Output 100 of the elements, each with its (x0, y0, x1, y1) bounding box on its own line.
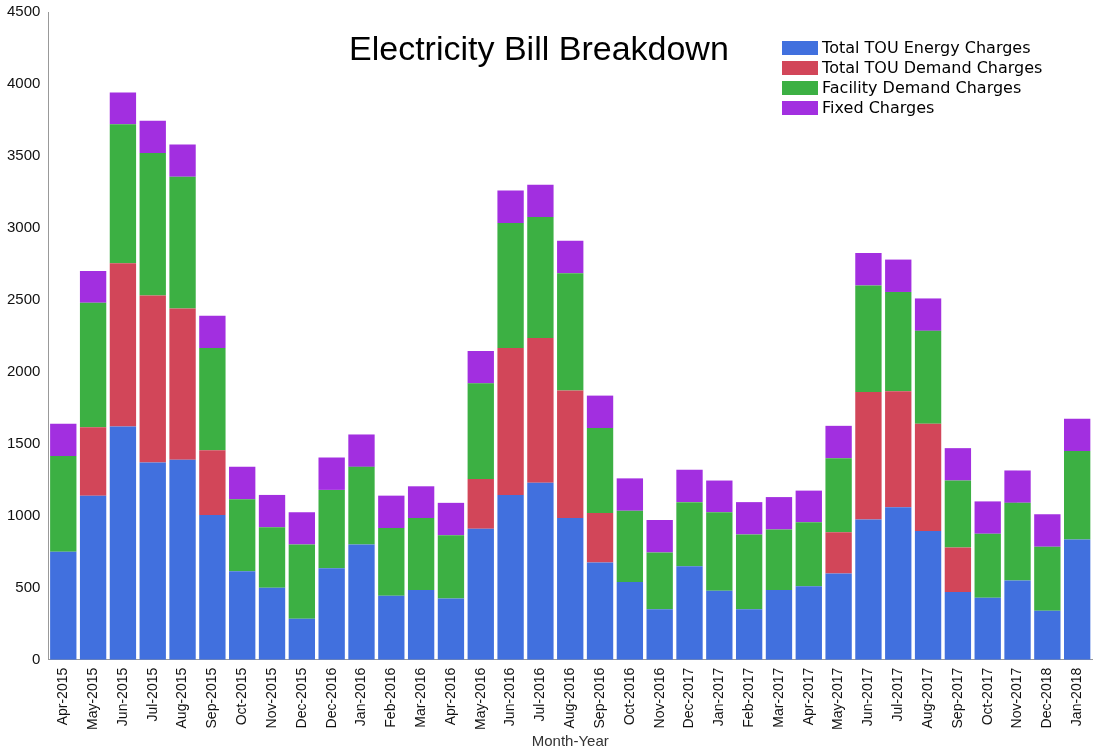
y-tick-label: 1000 (6, 505, 41, 523)
bar (944, 592, 972, 660)
x-tick-label: Sep-2017 (948, 667, 965, 729)
legend-label: Fixed Charges (822, 98, 935, 118)
x-axis-title: Month-Year (531, 732, 609, 750)
bar (378, 495, 405, 529)
x-tick-label: Dec-2016 (322, 667, 339, 729)
bar (914, 530, 942, 660)
bar (229, 499, 256, 572)
bar (50, 551, 77, 660)
bar (765, 529, 793, 590)
bar (825, 425, 852, 459)
y-tick-label: 500 (15, 577, 41, 595)
x-tick-label: Mar-2016 (411, 667, 428, 728)
bar (706, 590, 733, 660)
y-tick-label: 3000 (6, 218, 41, 236)
bar (407, 589, 435, 660)
bar (855, 253, 882, 286)
bar (1004, 580, 1031, 660)
x-tick-label: Sep-2015 (203, 667, 220, 729)
y-tick-label: 1500 (6, 433, 41, 451)
y-tick-label: 2500 (6, 290, 41, 308)
bar (467, 528, 494, 660)
bar (378, 528, 405, 596)
bar (199, 315, 226, 349)
bar (914, 423, 942, 531)
bar (348, 466, 375, 545)
bar (199, 348, 226, 451)
bar (1064, 451, 1091, 540)
bar (586, 512, 614, 563)
bar (855, 392, 882, 520)
x-tick-label: Jan-2016 (352, 667, 369, 727)
bar (50, 423, 77, 457)
bar (974, 597, 1001, 660)
bar (676, 502, 703, 567)
x-tick-label: Aug-2015 (173, 667, 190, 729)
x-tick-label: Apr-2015 (54, 667, 71, 726)
bar (109, 92, 137, 125)
bar (288, 512, 316, 545)
bar (139, 462, 166, 660)
x-tick-label: Dec-2017 (680, 667, 697, 729)
bar (229, 571, 256, 660)
bar (169, 459, 196, 660)
bar (199, 515, 226, 660)
bar (1034, 610, 1061, 660)
x-tick-label: Nov-2017 (1008, 667, 1025, 729)
x-tick-label: May-2015 (83, 667, 100, 731)
bar (855, 285, 882, 393)
bar (825, 532, 852, 574)
bar (437, 535, 465, 599)
bar (557, 390, 584, 518)
bar (527, 338, 554, 483)
y-tick-label: 4500 (6, 2, 41, 20)
bar (527, 482, 554, 660)
bar (199, 450, 226, 516)
bar (258, 587, 286, 660)
bar (467, 350, 494, 384)
bar (795, 522, 822, 587)
bar (169, 144, 196, 177)
bar (735, 609, 763, 660)
bar (944, 480, 972, 548)
bar (616, 510, 644, 583)
x-tick-label: Jul-2017 (889, 667, 906, 722)
bar (1034, 514, 1061, 547)
bar (1004, 470, 1031, 503)
bar (616, 582, 644, 660)
bar (944, 448, 972, 481)
y-tick-label: 2000 (6, 362, 41, 379)
bar (50, 456, 77, 552)
x-tick-label: Jun-2016 (501, 667, 518, 727)
bar (765, 497, 793, 530)
bar (497, 222, 524, 349)
bar (557, 517, 584, 660)
bar (944, 547, 972, 593)
bar (557, 240, 584, 274)
x-tick-label: Apr-2017 (799, 667, 816, 726)
bar (527, 184, 554, 218)
bar (169, 176, 196, 309)
bar (825, 458, 852, 533)
x-tick-label: Oct-2016 (620, 667, 637, 726)
bar (497, 348, 524, 495)
bar (855, 519, 882, 660)
legend-label: Total TOU Energy Charges (822, 38, 1031, 58)
x-tick-label: Feb-2016 (382, 667, 399, 728)
bar (706, 512, 733, 591)
bar (914, 330, 942, 424)
x-tick-label: Jul-2016 (531, 667, 548, 722)
bar (765, 589, 793, 660)
bar (407, 486, 435, 518)
bar (676, 469, 703, 503)
bar (1064, 418, 1091, 452)
x-tick-label: Mar-2017 (769, 667, 786, 728)
bar (586, 562, 614, 660)
bar (467, 479, 494, 529)
bar (288, 618, 316, 660)
bar (497, 494, 524, 660)
bar (885, 259, 912, 292)
x-tick-label: Jan-2017 (710, 667, 727, 727)
y-tick-label: 0 (32, 649, 41, 667)
bar (79, 271, 107, 303)
